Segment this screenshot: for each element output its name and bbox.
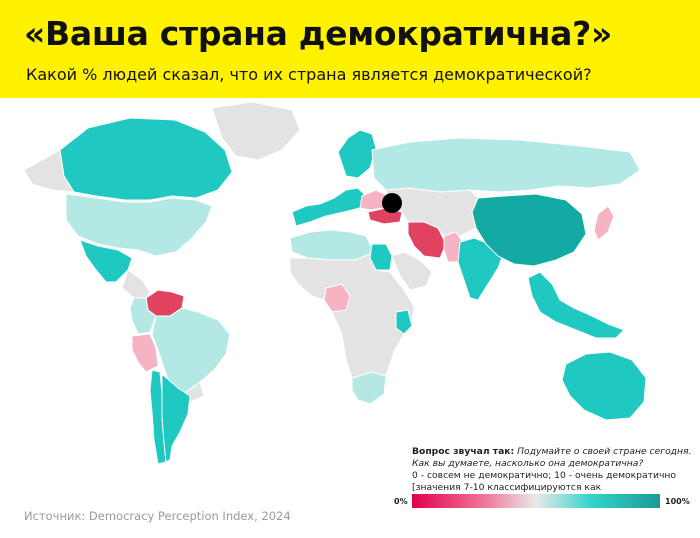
basemap-land-3 <box>391 251 433 291</box>
region-canada <box>59 117 233 201</box>
world-map <box>23 101 647 465</box>
legend-max-label: 100% <box>665 497 690 506</box>
region-peru <box>131 333 159 373</box>
region-egypt <box>369 243 393 271</box>
legend-gradient-bar <box>412 494 660 508</box>
region-china <box>471 193 587 267</box>
question-label: Вопрос звучал так: <box>412 446 515 457</box>
region-australia <box>561 351 647 421</box>
basemap-land-1 <box>289 251 415 379</box>
region-iran <box>407 221 447 259</box>
region-kenya <box>395 309 413 335</box>
region-argentina <box>161 372 191 463</box>
region-brazil <box>151 307 231 397</box>
region-japan <box>593 205 615 241</box>
region-nigeria <box>323 283 351 313</box>
region-united-states <box>65 193 213 257</box>
question-scale-1: 0 - совсем не демократично; 10 - очень д… <box>412 470 677 481</box>
page-subtitle: Какой % людей сказал, что их страна явля… <box>26 65 592 84</box>
region-mexico <box>79 239 133 283</box>
source-note: Источник: Democracy Perception Index, 20… <box>24 509 291 523</box>
legend-min-label: 0% <box>394 497 408 506</box>
region-scandinavia <box>337 129 377 179</box>
region-south-africa <box>351 371 387 405</box>
region-southeast-asia <box>527 271 625 339</box>
question-prompt-2: Как вы думаете, насколько она демократич… <box>412 458 644 469</box>
title-banner: «Ваша страна демократична?» Какой % люде… <box>0 0 700 98</box>
region-north-africa <box>289 229 375 261</box>
region-western-europe <box>291 187 367 227</box>
region-colombia <box>129 297 157 335</box>
basemap-land-4 <box>121 269 151 299</box>
location-marker <box>382 193 402 213</box>
region-greenland <box>211 101 301 161</box>
region-russia <box>371 137 641 193</box>
page-title: «Ваша страна демократична?» <box>24 14 612 53</box>
question-prompt-1: Подумайте о своей стране сегодня. <box>517 446 692 457</box>
